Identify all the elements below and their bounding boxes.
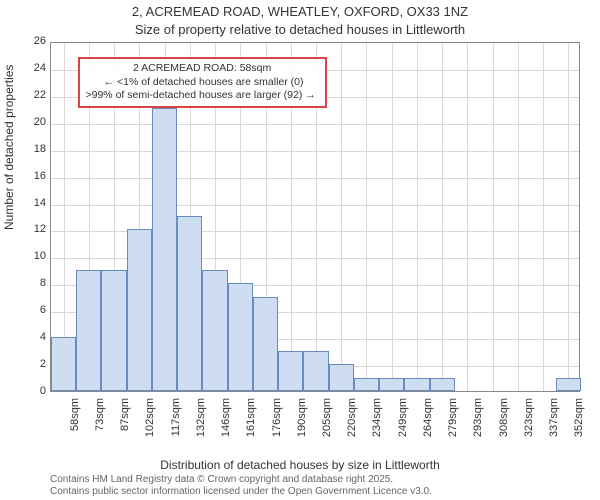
gridline-v	[442, 43, 443, 391]
annotation-box: 2 ACREMEAD ROAD: 58sqm ← <1% of detached…	[78, 57, 327, 108]
gridline-v	[543, 43, 544, 391]
gridline-h	[51, 124, 579, 125]
y-tick-label: 6	[24, 304, 46, 316]
bar	[430, 378, 455, 391]
bar	[152, 108, 177, 391]
x-tick-label: 58sqm	[69, 398, 81, 448]
bar	[101, 270, 126, 391]
x-tick-label: 264sqm	[422, 398, 434, 448]
y-tick-label: 4	[24, 331, 46, 343]
bar	[177, 216, 202, 391]
y-tick-label: 18	[24, 143, 46, 155]
gridline-v	[392, 43, 393, 391]
x-tick-label: 323sqm	[523, 398, 535, 448]
footer-line1: Contains HM Land Registry data © Crown c…	[50, 474, 432, 486]
x-tick-label: 146sqm	[220, 398, 232, 448]
y-axis-label: Number of detached properties	[2, 65, 16, 230]
x-tick-label: 337sqm	[548, 398, 560, 448]
bar	[127, 229, 152, 391]
x-tick-label: 220sqm	[346, 398, 358, 448]
x-tick-label: 293sqm	[472, 398, 484, 448]
gridline-v	[366, 43, 367, 391]
y-tick-label: 2	[24, 358, 46, 370]
annotation-line3: >99% of semi-detached houses are larger …	[86, 89, 319, 103]
x-tick-label: 234sqm	[371, 398, 383, 448]
chart-title-line1: 2, ACREMEAD ROAD, WHEATLEY, OXFORD, OX33…	[0, 4, 600, 19]
x-axis-label: Distribution of detached houses by size …	[0, 458, 600, 472]
y-tick-label: 26	[24, 35, 46, 47]
annotation-line1: 2 ACREMEAD ROAD: 58sqm	[86, 62, 319, 76]
x-tick-label: 87sqm	[119, 398, 131, 448]
x-tick-label: 176sqm	[271, 398, 283, 448]
x-tick-label: 352sqm	[573, 398, 585, 448]
gridline-v	[467, 43, 468, 391]
gridline-h	[51, 178, 579, 179]
bar	[228, 283, 253, 391]
y-tick-label: 0	[24, 385, 46, 397]
x-tick-label: 132sqm	[195, 398, 207, 448]
footer: Contains HM Land Registry data © Crown c…	[50, 474, 432, 498]
gridline-h	[51, 151, 579, 152]
y-tick-label: 8	[24, 277, 46, 289]
bar	[329, 364, 354, 391]
chart-container: 2, ACREMEAD ROAD, WHEATLEY, OXFORD, OX33…	[0, 0, 600, 500]
x-tick-label: 73sqm	[94, 398, 106, 448]
y-tick-label: 24	[24, 62, 46, 74]
gridline-h	[51, 205, 579, 206]
bar	[278, 351, 303, 391]
bar	[379, 378, 404, 391]
x-tick-label: 279sqm	[447, 398, 459, 448]
bar	[253, 297, 278, 391]
gridline-v	[518, 43, 519, 391]
x-tick-label: 102sqm	[144, 398, 156, 448]
x-tick-label: 161sqm	[245, 398, 257, 448]
y-tick-label: 16	[24, 170, 46, 182]
y-tick-label: 12	[24, 223, 46, 235]
x-tick-label: 308sqm	[498, 398, 510, 448]
y-tick-label: 14	[24, 197, 46, 209]
annotation-line2: ← <1% of detached houses are smaller (0)	[86, 76, 319, 90]
bar	[51, 337, 76, 391]
bar	[76, 270, 101, 391]
bar	[202, 270, 227, 391]
gridline-v	[568, 43, 569, 391]
x-tick-label: 205sqm	[321, 398, 333, 448]
bar	[404, 378, 429, 391]
bar	[354, 378, 379, 391]
y-tick-label: 10	[24, 250, 46, 262]
bar	[556, 378, 581, 391]
footer-line2: Contains public sector information licen…	[50, 486, 432, 498]
x-tick-label: 249sqm	[397, 398, 409, 448]
y-tick-label: 20	[24, 116, 46, 128]
plot-area: 2 ACREMEAD ROAD: 58sqm ← <1% of detached…	[50, 42, 580, 392]
gridline-v	[341, 43, 342, 391]
x-tick-label: 117sqm	[170, 398, 182, 448]
chart-title-line2: Size of property relative to detached ho…	[0, 22, 600, 37]
x-tick-label: 190sqm	[296, 398, 308, 448]
gridline-v	[493, 43, 494, 391]
bar	[303, 351, 328, 391]
gridline-v	[417, 43, 418, 391]
y-tick-label: 22	[24, 89, 46, 101]
